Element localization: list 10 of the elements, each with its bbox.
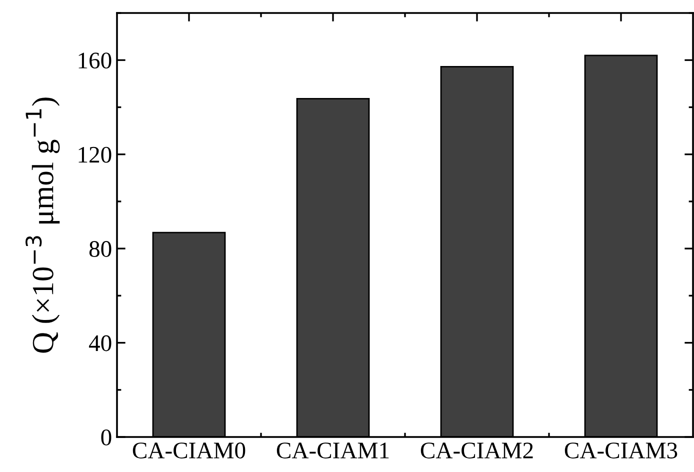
- x-tick-label: CA-CIAM3: [564, 442, 678, 458]
- x-tick-label: CA-CIAM2: [420, 442, 533, 458]
- y-tick-label: 40: [88, 335, 112, 352]
- y-tick-label: 120: [78, 146, 112, 163]
- x-tick-label: CA-CIAM0: [132, 442, 246, 458]
- y-tick-label: 0: [101, 429, 112, 446]
- y-tick-label: 80: [89, 241, 112, 257]
- y-tick-label: 160: [78, 52, 112, 69]
- x-tick-label: CA-CIAM1: [276, 442, 389, 458]
- y-axis-title: Q (×10$^{−3}$ μmol g$^{−1}$): [26, 98, 60, 353]
